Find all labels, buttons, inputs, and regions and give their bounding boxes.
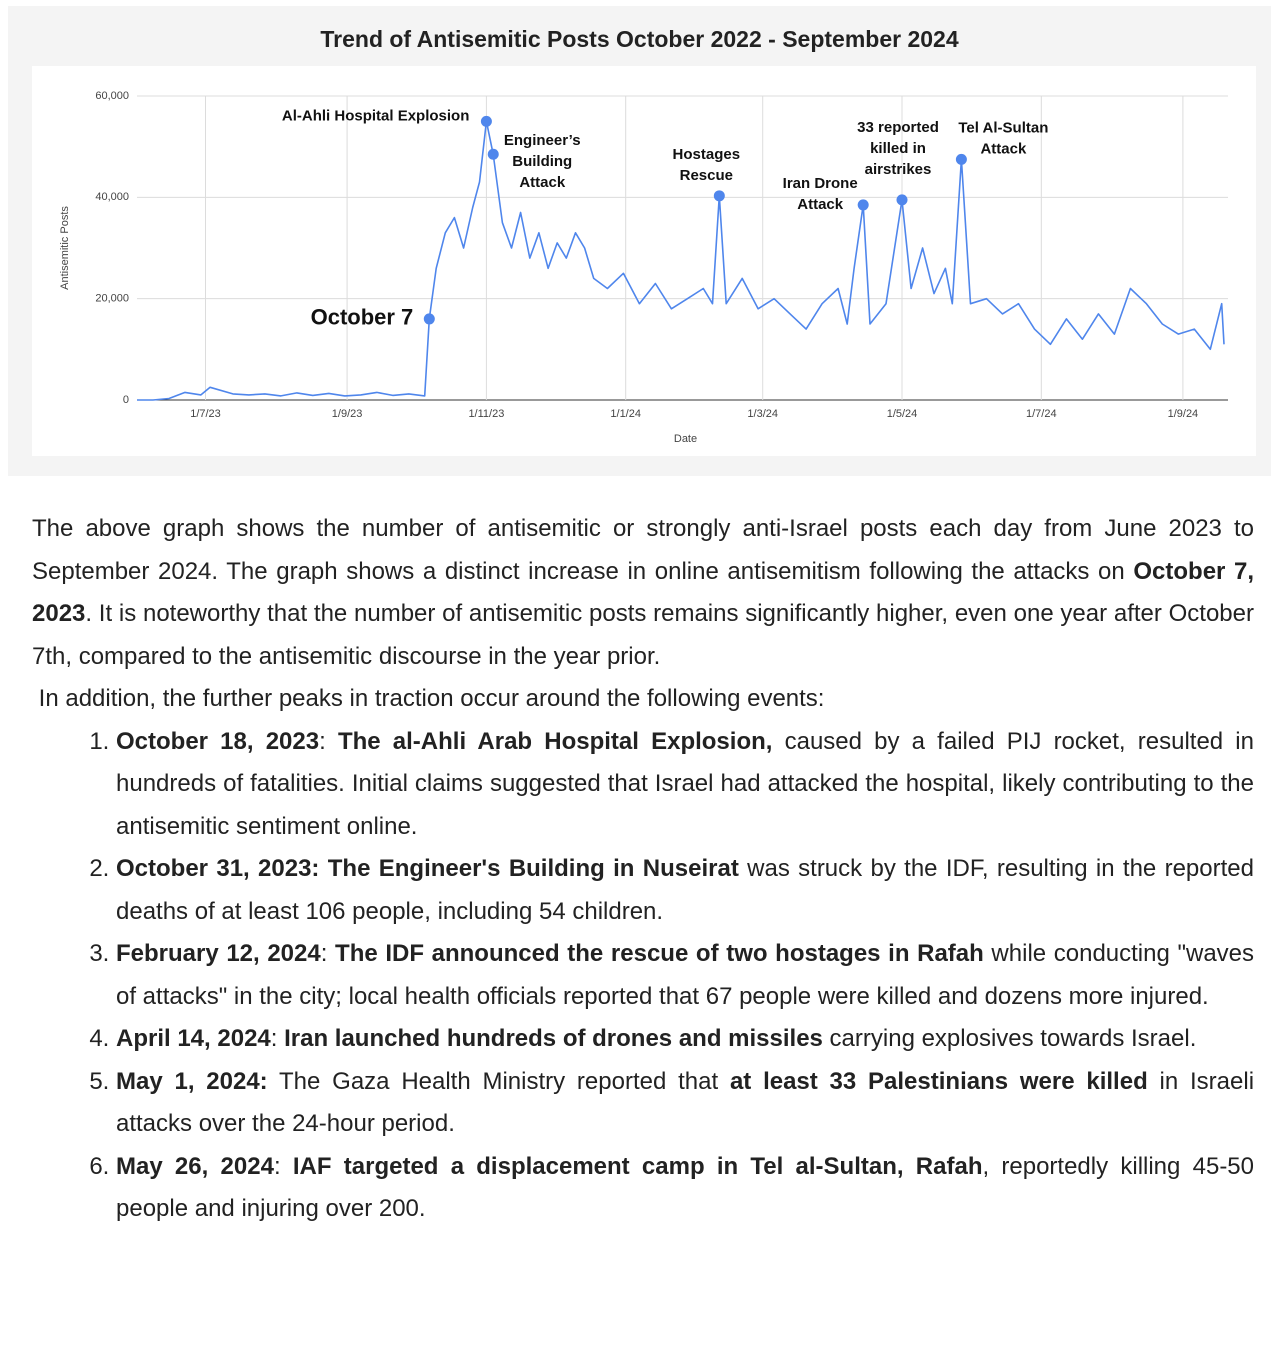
text-run: carrying explosives towards Israel.	[822, 1025, 1197, 1052]
text-run: :	[319, 727, 338, 755]
event-item: February 12, 2024: The IDF announced the…	[116, 933, 1254, 1018]
text-run: . It is noteworthy that the number of an…	[32, 600, 1254, 670]
annotation-label: Hostages	[673, 146, 741, 163]
bold-text: October 31, 2023: The Engineer's Buildin…	[116, 855, 739, 882]
text-run: :	[273, 1152, 293, 1180]
x-tick-label: 1/1/24	[610, 408, 641, 420]
x-tick-label: 1/7/24	[1026, 408, 1057, 420]
event-item: May 1, 2024: The Gaza Health Ministry re…	[116, 1061, 1254, 1146]
bold-text: The al-Ahli Arab Hospital Explosion,	[337, 727, 773, 755]
document-body: The above graph shows the number of anti…	[32, 508, 1254, 1231]
annotation-label: Tel Al-Sultan	[958, 119, 1048, 136]
text-run: was struck by the IDF, resulting in the …	[116, 855, 1254, 925]
bold-text: May 26, 2024	[116, 1152, 274, 1180]
y-tick-label: 60,000	[95, 90, 129, 102]
y-tick-label: 0	[123, 394, 129, 406]
annotation-label: killed in	[870, 140, 926, 157]
annotation-marker	[955, 153, 967, 165]
event-item: April 14, 2024: Iran launched hundreds o…	[116, 1018, 1254, 1061]
x-axis-label: Date	[674, 433, 697, 445]
annotation-marker	[713, 190, 725, 202]
x-tick-label: 1/5/24	[887, 408, 918, 420]
bold-text: The IDF announced the rescue of two host…	[335, 940, 984, 967]
y-tick-label: 40,000	[95, 191, 129, 203]
bold-text: October 7, 2023	[32, 557, 1255, 628]
annotation-label: October 7	[311, 305, 414, 330]
x-tick-label: 1/3/24	[747, 408, 778, 420]
y-axis-label: Antisemitic Posts	[59, 206, 71, 290]
bold-text: IAF targeted a displacement camp in Tel …	[292, 1152, 983, 1180]
bold-text: May 1, 2024:	[116, 1067, 268, 1095]
annotation-label: 33 reported	[857, 119, 939, 136]
annotation-label: Attack	[519, 174, 566, 191]
annotation-label: Building	[512, 153, 572, 170]
text-run: caused by a failed PIJ rocket, resulted …	[116, 727, 1254, 840]
x-tick-label: 1/7/23	[190, 408, 221, 420]
chart-title: Trend of Antisemitic Posts October 2022 …	[320, 26, 959, 52]
annotation-label: Attack	[980, 140, 1027, 157]
bold-text: February 12, 2024	[116, 940, 321, 967]
text-run: :	[270, 1025, 285, 1052]
annotation-marker	[480, 115, 492, 127]
annotation-marker	[857, 199, 869, 211]
event-item: October 31, 2023: The Engineer's Buildin…	[116, 848, 1254, 933]
annotation-marker	[487, 148, 499, 160]
event-item: May 26, 2024: IAF targeted a displacemen…	[116, 1146, 1254, 1231]
annotation-label: Rescue	[680, 167, 733, 184]
data-line	[137, 120, 1225, 401]
intro: In addition, the further peaks in tracti…	[32, 685, 825, 712]
chart: 0 20,000 40,000 60,000 1/7/23 1/9/23 1/11/23 1/…	[32, 66, 1256, 456]
annotation-label: airstrikes	[865, 161, 932, 178]
bold-text: April 14, 2024	[116, 1025, 271, 1052]
annotation-marker	[423, 313, 435, 325]
x-tick-label: 1/9/24	[1168, 408, 1199, 420]
x-tick-label: 1/11/23	[468, 408, 504, 420]
text-run: The Gaza Health Ministry reported that	[267, 1067, 730, 1095]
y-tick-label: 20,000	[95, 293, 129, 305]
annotation-label: Attack	[797, 196, 844, 213]
event-list: October 18, 2023: The al-Ahli Arab Hospi…	[32, 721, 1254, 1231]
text-run: while conducting "waves of attacks" in t…	[116, 940, 1255, 1010]
x-tick-label: 1/9/23	[332, 408, 363, 420]
bold-text: October 18, 2023	[116, 727, 320, 755]
text-run: The above graph shows the number of anti…	[32, 515, 1254, 585]
text-run: :	[320, 940, 336, 967]
event-item: October 18, 2023: The al-Ahli Arab Hospi…	[116, 721, 1254, 849]
annotation-label: Engineer’s	[504, 132, 581, 149]
text-run: , reportedly killing 45-50 people and in…	[116, 1152, 1255, 1223]
annotation-marker	[896, 194, 908, 206]
text-run: in Israeli attacks over the 24-hour peri…	[116, 1067, 1255, 1138]
bold-text: Iran launched hundreds of drones and mis…	[284, 1025, 823, 1052]
annotation-label: Al-Ahli Hospital Explosion	[282, 107, 470, 124]
paragraph: The above graph shows the number of anti…	[32, 508, 1254, 678]
annotation-label: Iran Drone	[783, 175, 858, 192]
bold-text: at least 33 Palestinians were killed	[729, 1067, 1148, 1095]
